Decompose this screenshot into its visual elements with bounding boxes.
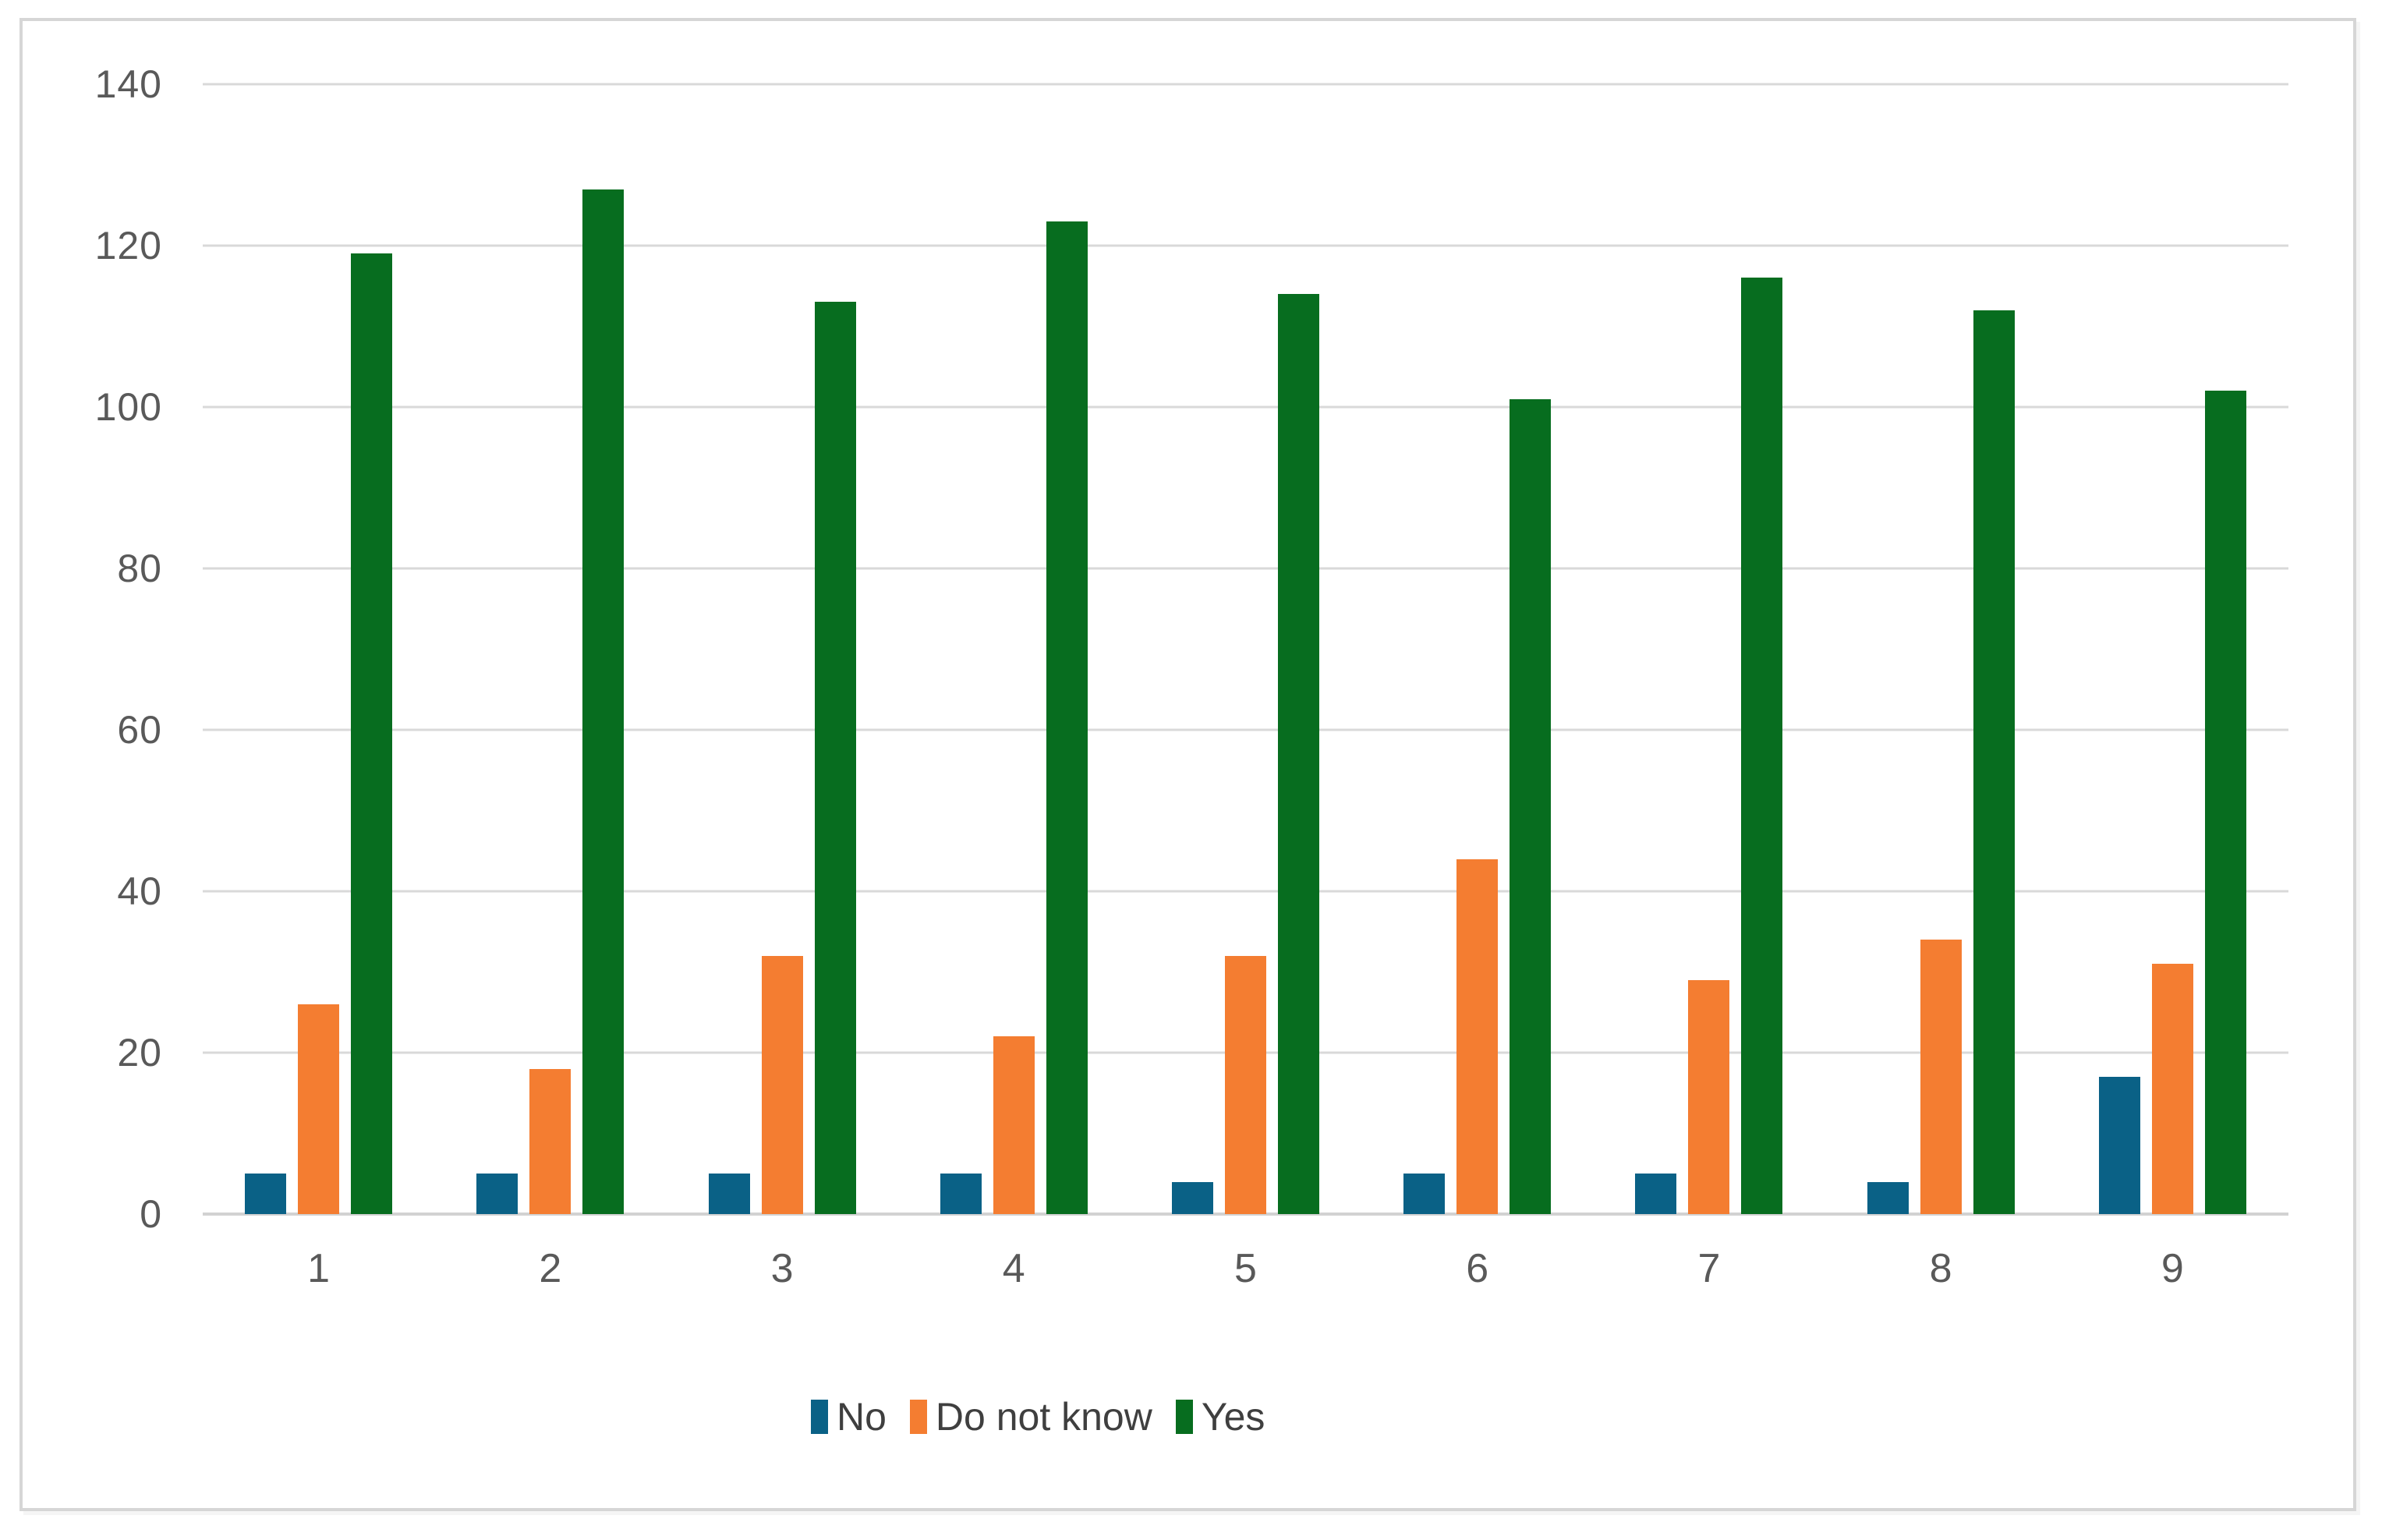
bar-yes — [582, 189, 625, 1214]
bar-yes — [1510, 398, 1552, 1214]
bar-do-not-know — [2151, 964, 2193, 1214]
bar-no — [940, 1174, 982, 1214]
bar-do-not-know — [298, 1004, 340, 1214]
bar-group — [434, 84, 666, 1214]
x-tick-label: 3 — [770, 1246, 794, 1291]
bar-group — [898, 84, 1130, 1214]
y-tick-label: 40 — [117, 869, 162, 913]
bar-do-not-know — [993, 1036, 1035, 1214]
bar-group — [2057, 84, 2288, 1214]
yes-series-swatch-icon — [1175, 1400, 1193, 1434]
bar-yes — [2204, 391, 2246, 1214]
bar-no — [2098, 1077, 2140, 1214]
legend-item-yes: Yes — [1175, 1395, 1265, 1439]
bar-no — [1403, 1174, 1446, 1214]
y-tick-label: 100 — [94, 385, 162, 429]
legend-item-do-not-know: Do not know — [909, 1395, 1152, 1439]
y-tick-label: 80 — [117, 547, 162, 590]
legend-label: Yes — [1201, 1395, 1265, 1439]
bar-no — [1171, 1181, 1213, 1214]
legend-label: No — [837, 1395, 887, 1439]
x-tick-label: 4 — [1002, 1246, 1025, 1291]
legend-item-no: No — [811, 1397, 887, 1436]
legend-label: Do not know — [935, 1395, 1152, 1439]
bar-no — [1867, 1181, 1909, 1214]
chart-border — [19, 18, 2356, 1511]
bar-yes — [1277, 294, 1319, 1214]
no-series-swatch-icon — [811, 1400, 828, 1434]
bar-yes — [1046, 221, 1088, 1214]
bar-no — [245, 1174, 287, 1214]
bar-do-not-know — [1456, 859, 1499, 1214]
do-not-know-series-swatch-icon — [909, 1400, 927, 1434]
y-tick-label: 0 — [140, 1192, 162, 1236]
x-tick-label: 2 — [539, 1246, 562, 1291]
x-tick-label: 6 — [1466, 1246, 1489, 1291]
bar-groups — [203, 84, 2288, 1214]
bar-no — [708, 1174, 750, 1214]
x-tick-label: 9 — [2161, 1246, 2184, 1291]
x-tick-label: 1 — [307, 1246, 331, 1291]
y-tick-label: 140 — [94, 62, 162, 106]
bar-do-not-know — [1688, 979, 1730, 1214]
bar-group — [203, 84, 434, 1214]
x-tick-label: 8 — [1929, 1246, 1952, 1291]
y-tick-label: 120 — [94, 224, 162, 267]
gridline — [203, 83, 2288, 86]
bar-do-not-know — [529, 1068, 572, 1214]
bar-no — [1635, 1174, 1677, 1214]
bar-group — [666, 84, 897, 1214]
bar-group — [1825, 84, 2057, 1214]
x-tick-label: 7 — [1697, 1246, 1721, 1291]
bar-yes — [351, 253, 393, 1214]
gridline — [203, 890, 2288, 893]
bar-group — [1361, 84, 1593, 1214]
gridline — [203, 244, 2288, 247]
bar-do-not-know — [1920, 940, 1962, 1214]
bar-yes — [1973, 310, 2015, 1214]
plot-area — [203, 83, 2288, 1216]
bar-group — [1593, 84, 1825, 1214]
bar-no — [476, 1174, 519, 1214]
y-tick-label: 20 — [117, 1031, 162, 1074]
x-tick-label: 5 — [1234, 1246, 1257, 1291]
legend: No Do not know Yes — [811, 1397, 1265, 1436]
gridline — [203, 405, 2288, 409]
y-tick-label: 60 — [117, 708, 162, 752]
bar-yes — [1741, 278, 1783, 1214]
bar-yes — [814, 302, 856, 1214]
bar-group — [1130, 84, 1361, 1214]
gridline — [203, 728, 2288, 731]
gridline — [203, 567, 2288, 570]
bar-do-not-know — [1224, 955, 1266, 1214]
bar-do-not-know — [761, 955, 803, 1214]
x-axis-tick-labels: 1 2 3 4 5 6 7 8 9 — [203, 1243, 2288, 1296]
x-axis-line — [203, 1213, 2288, 1216]
